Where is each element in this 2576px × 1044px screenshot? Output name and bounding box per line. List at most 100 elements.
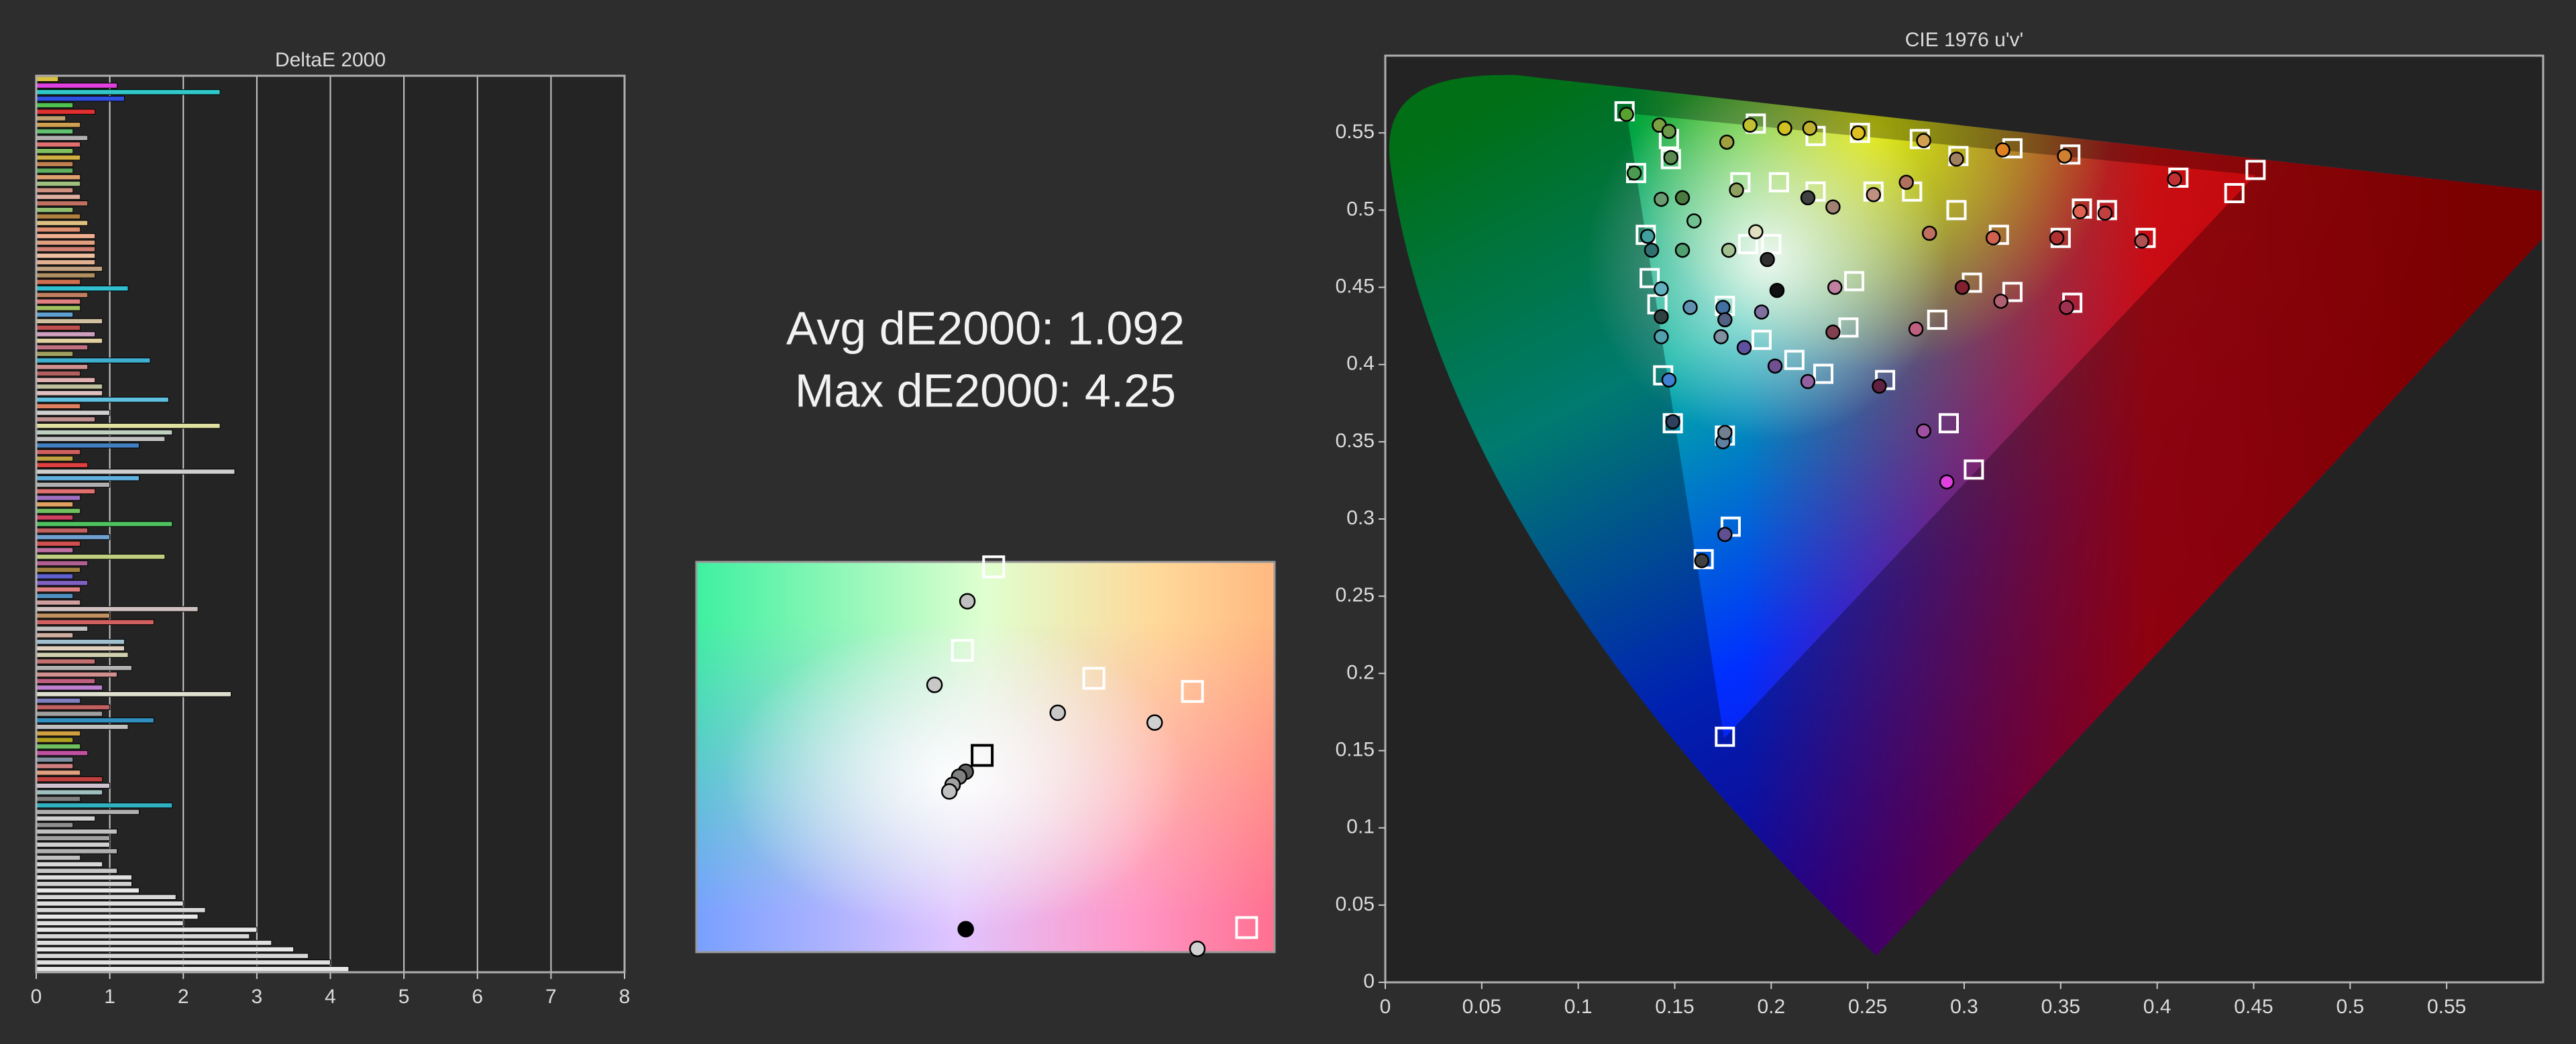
bar bbox=[36, 514, 74, 520]
bar bbox=[36, 443, 140, 449]
avg-delta: Avg dE2000: 1.092 bbox=[786, 302, 1185, 354]
bar bbox=[36, 927, 258, 933]
inset-background bbox=[695, 561, 1276, 953]
y-tick-label: 0.45 bbox=[1336, 275, 1375, 297]
bar bbox=[36, 593, 74, 599]
measured-point bbox=[1866, 187, 1882, 202]
measured-point bbox=[2134, 233, 2149, 249]
x-tick-label: 1 bbox=[104, 986, 115, 1008]
bar bbox=[36, 521, 173, 527]
bar bbox=[36, 534, 111, 540]
bar bbox=[36, 338, 103, 344]
bar bbox=[36, 351, 74, 357]
target-square bbox=[2245, 160, 2266, 180]
bar bbox=[36, 626, 89, 632]
measured-point bbox=[1954, 280, 1970, 295]
bar bbox=[36, 632, 74, 638]
measured-point bbox=[1663, 150, 1678, 166]
bar bbox=[36, 894, 176, 900]
bar bbox=[36, 868, 118, 874]
bar bbox=[36, 370, 81, 377]
measured-point bbox=[1872, 378, 1887, 394]
measured-point bbox=[1760, 251, 1775, 268]
bar bbox=[36, 488, 96, 494]
measured-point bbox=[1654, 329, 1669, 345]
bar bbox=[36, 141, 81, 148]
bar bbox=[36, 697, 81, 704]
bar bbox=[36, 717, 154, 723]
bar bbox=[36, 325, 81, 331]
measured-point bbox=[1850, 125, 1866, 141]
bar bbox=[36, 828, 118, 835]
measured-point bbox=[1729, 182, 1744, 198]
target-square bbox=[2002, 282, 2023, 302]
measured-point bbox=[1654, 309, 1669, 325]
bar bbox=[36, 691, 232, 697]
bar bbox=[36, 619, 154, 626]
bar bbox=[36, 481, 111, 488]
bar bbox=[36, 802, 173, 809]
target-square bbox=[1235, 916, 1258, 939]
bar bbox=[36, 449, 81, 455]
bar bbox=[36, 763, 74, 769]
x-tick-label: 4 bbox=[325, 986, 336, 1008]
bar bbox=[36, 528, 89, 534]
bar bbox=[36, 874, 133, 880]
bar bbox=[36, 213, 81, 220]
bar bbox=[36, 305, 81, 311]
bar bbox=[36, 540, 81, 546]
bar bbox=[36, 233, 96, 239]
measured-point bbox=[1985, 230, 2001, 246]
bar bbox=[36, 495, 81, 501]
bar bbox=[36, 462, 89, 468]
bar bbox=[36, 881, 133, 887]
measured-point bbox=[1674, 190, 1690, 206]
x-tick-label: 8 bbox=[619, 986, 631, 1008]
bar bbox=[36, 960, 331, 966]
target-square bbox=[982, 555, 1006, 579]
measured-point bbox=[1993, 293, 2008, 309]
bar bbox=[36, 776, 103, 782]
bar bbox=[36, 259, 96, 266]
target-square bbox=[1737, 234, 1758, 255]
bar bbox=[36, 469, 235, 475]
measured-point bbox=[1189, 940, 1206, 958]
bar bbox=[36, 737, 74, 743]
bar bbox=[36, 835, 111, 842]
target-square bbox=[1784, 349, 1805, 370]
measured-point bbox=[2059, 300, 2074, 315]
measured-point bbox=[1898, 174, 1914, 190]
bar bbox=[36, 848, 118, 854]
bar bbox=[36, 671, 118, 678]
measured-point bbox=[1713, 329, 1729, 345]
bar bbox=[36, 645, 125, 652]
bar bbox=[36, 76, 59, 82]
bar bbox=[36, 357, 151, 363]
bar bbox=[36, 148, 74, 154]
measured-point bbox=[1717, 424, 1733, 441]
y-tick-label: 0.4 bbox=[1346, 353, 1375, 375]
target-square bbox=[1844, 271, 1865, 292]
x-tick-label: 0.15 bbox=[1655, 996, 1694, 1018]
bar bbox=[36, 82, 118, 89]
bar bbox=[36, 842, 111, 848]
target-square bbox=[971, 744, 994, 767]
bar bbox=[36, 344, 89, 351]
bar bbox=[36, 455, 74, 462]
bar bbox=[36, 475, 140, 481]
bar bbox=[36, 128, 74, 135]
measured-point bbox=[2097, 205, 2113, 221]
bar bbox=[36, 658, 96, 664]
bar bbox=[36, 567, 81, 573]
bar bbox=[36, 612, 111, 619]
measured-point bbox=[1767, 358, 1783, 374]
bar bbox=[36, 920, 184, 927]
target-square bbox=[1964, 459, 1984, 480]
y-tick-label: 0.1 bbox=[1346, 816, 1375, 838]
target-square bbox=[1181, 680, 1204, 703]
measured-point bbox=[1769, 282, 1785, 298]
bar bbox=[36, 638, 125, 645]
x-tick-label: 0.3 bbox=[1950, 996, 1978, 1018]
bar bbox=[36, 194, 81, 200]
y-tick-label: 0 bbox=[1363, 970, 1375, 992]
